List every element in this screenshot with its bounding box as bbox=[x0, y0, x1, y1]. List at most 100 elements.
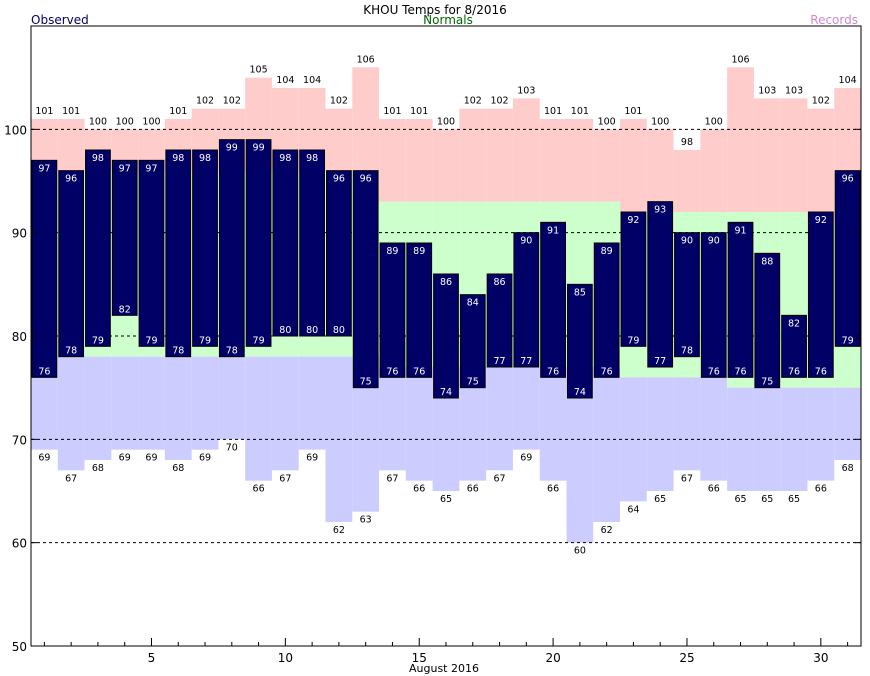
observed-low-label: 76 bbox=[788, 366, 800, 377]
y-tick-label: 90 bbox=[12, 227, 27, 241]
record-low-band bbox=[57, 356, 85, 471]
observed-high-label: 89 bbox=[386, 246, 398, 257]
record-high-label: 100 bbox=[598, 116, 616, 127]
record-low-band bbox=[271, 356, 299, 471]
observed-low-label: 78 bbox=[226, 346, 238, 357]
record-high-band bbox=[700, 129, 728, 212]
record-low-label: 69 bbox=[520, 453, 532, 464]
record-high-label: 101 bbox=[544, 106, 562, 117]
record-low-label: 65 bbox=[440, 494, 452, 505]
record-high-label: 104 bbox=[303, 75, 321, 86]
observed-high-label: 96 bbox=[360, 174, 372, 185]
observed-high-label: 86 bbox=[440, 277, 452, 288]
observed-low-label: 79 bbox=[253, 335, 265, 346]
record-low-label: 65 bbox=[654, 494, 666, 505]
record-high-band bbox=[512, 98, 540, 202]
observed-bar bbox=[513, 232, 540, 368]
record-high-label: 102 bbox=[330, 96, 348, 107]
record-high-label: 101 bbox=[571, 106, 589, 117]
record-high-label: 102 bbox=[490, 96, 508, 107]
observed-high-label: 98 bbox=[306, 153, 318, 164]
observed-bar bbox=[566, 283, 593, 399]
record-high-label: 103 bbox=[785, 85, 803, 96]
record-high-label: 105 bbox=[250, 65, 268, 76]
record-high-band bbox=[727, 67, 754, 212]
record-high-band bbox=[753, 98, 781, 212]
observed-low-label: 79 bbox=[627, 335, 639, 346]
record-low-band bbox=[245, 356, 272, 481]
observed-bar bbox=[326, 170, 352, 337]
x-tick-label: 25 bbox=[679, 651, 694, 665]
observed-high-label: 92 bbox=[627, 215, 639, 226]
record-high-label: 101 bbox=[62, 106, 80, 117]
observed-bar bbox=[165, 149, 192, 358]
observed-low-label: 78 bbox=[681, 346, 693, 357]
observed-bar bbox=[674, 232, 700, 358]
observed-low-label: 78 bbox=[172, 346, 184, 357]
x-tick-label: 10 bbox=[278, 651, 293, 665]
record-high-label: 103 bbox=[758, 85, 776, 96]
observed-low-label: 77 bbox=[520, 356, 532, 367]
record-high-label: 102 bbox=[196, 96, 214, 107]
observed-bar bbox=[540, 221, 566, 378]
record-high-label: 102 bbox=[223, 96, 241, 107]
record-low-label: 66 bbox=[547, 484, 559, 495]
observed-high-label: 98 bbox=[92, 153, 104, 164]
x-tick-label: 30 bbox=[813, 651, 828, 665]
record-high-band bbox=[352, 67, 380, 171]
record-low-label: 65 bbox=[734, 494, 746, 505]
record-low-label: 68 bbox=[92, 463, 104, 474]
observed-low-label: 76 bbox=[38, 366, 50, 377]
record-high-band bbox=[486, 108, 513, 202]
observed-bar bbox=[245, 139, 272, 347]
x-tick-label: 20 bbox=[545, 651, 560, 665]
observed-low-label: 76 bbox=[386, 366, 398, 377]
observed-bar bbox=[379, 242, 406, 378]
observed-bar bbox=[138, 159, 165, 347]
observed-low-label: 76 bbox=[413, 366, 425, 377]
observed-high-label: 97 bbox=[145, 163, 157, 174]
x-tick-label: 15 bbox=[412, 651, 427, 665]
record-high-label: 100 bbox=[437, 116, 455, 127]
record-high-label: 100 bbox=[89, 116, 107, 127]
record-low-label: 62 bbox=[333, 525, 345, 536]
observed-low-label: 75 bbox=[761, 377, 773, 388]
observed-low-label: 79 bbox=[842, 335, 854, 346]
observed-high-label: 86 bbox=[494, 277, 506, 288]
observed-bar bbox=[459, 294, 486, 389]
observed-high-label: 91 bbox=[547, 225, 559, 236]
observed-low-label: 76 bbox=[734, 366, 746, 377]
observed-low-label: 80 bbox=[279, 325, 291, 336]
observed-high-label: 97 bbox=[119, 163, 131, 174]
record-low-band bbox=[512, 367, 540, 450]
axis-layer: 50 60 70 80 90 100 5 10 15 20 25 30 bbox=[4, 123, 861, 665]
y-tick-label: 60 bbox=[12, 537, 27, 551]
record-high-band bbox=[379, 119, 406, 202]
record-high-band bbox=[432, 129, 460, 202]
record-low-label: 65 bbox=[788, 494, 800, 505]
record-low-label: 64 bbox=[627, 504, 639, 515]
record-low-label: 65 bbox=[761, 494, 773, 505]
record-high-band bbox=[405, 119, 433, 202]
record-low-band bbox=[298, 356, 326, 450]
record-high-label: 104 bbox=[276, 75, 294, 86]
observed-bar bbox=[352, 170, 379, 389]
record-low-label: 67 bbox=[386, 473, 398, 484]
record-high-label: 101 bbox=[35, 106, 53, 117]
observed-bar bbox=[647, 201, 674, 368]
record-high-label: 102 bbox=[812, 96, 830, 107]
observed-high-label: 98 bbox=[199, 153, 211, 164]
observed-low-label: 74 bbox=[440, 387, 452, 398]
record-low-label: 66 bbox=[467, 484, 479, 495]
value-labels-layer: 101 69 97 76 101 67 96 78 100 68 98 79 100 69 97 82 100 6… bbox=[35, 54, 856, 556]
record-high-band bbox=[620, 119, 647, 212]
observed-high-label: 97 bbox=[38, 163, 50, 174]
record-low-band bbox=[593, 367, 621, 522]
record-low-label: 66 bbox=[815, 484, 827, 495]
record-low-band bbox=[807, 387, 835, 481]
observed-low-label: 76 bbox=[547, 366, 559, 377]
observed-low-label: 79 bbox=[199, 335, 211, 346]
y-tick-label: 100 bbox=[4, 123, 27, 137]
observed-bar bbox=[31, 159, 58, 378]
observed-high-label: 99 bbox=[253, 143, 265, 154]
